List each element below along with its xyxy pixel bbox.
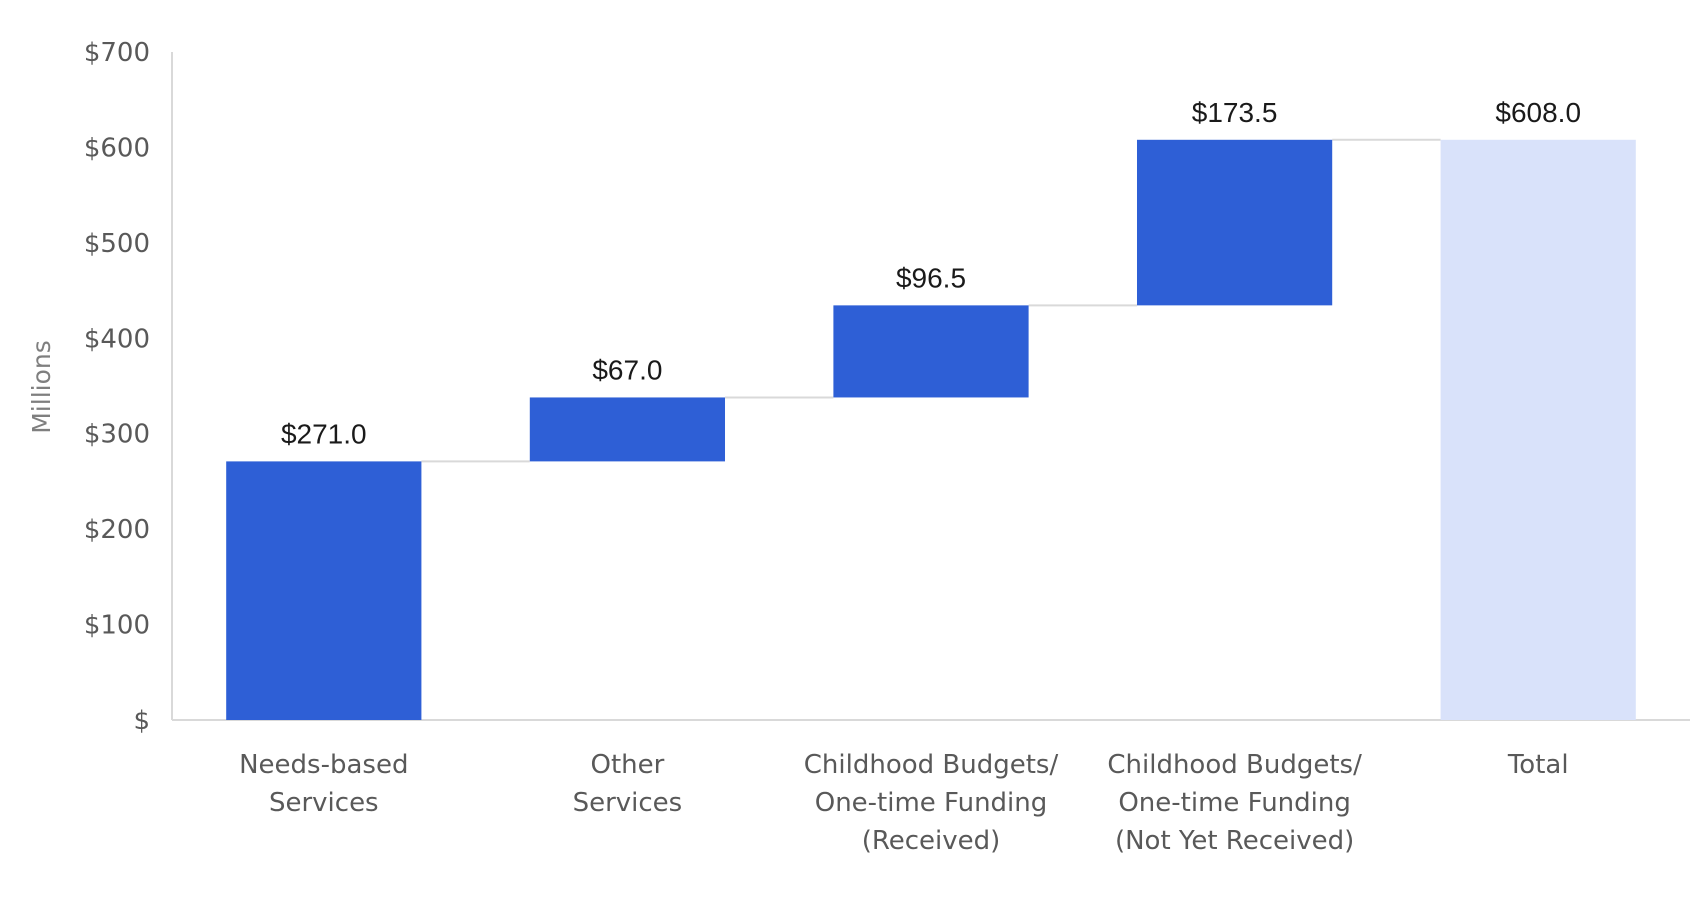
- connector-lines: [421, 138, 1441, 463]
- bars: [226, 139, 1636, 720]
- data-labels: $271.0 $67.0 $96.5 $173.5 $608.0: [281, 97, 1581, 450]
- category-label-line: One-time Funding: [1118, 788, 1351, 818]
- category-label: Needs-based Services: [239, 750, 408, 818]
- category-label-line: Childhood Budgets/: [1107, 750, 1362, 780]
- data-label: $608.0: [1495, 97, 1581, 128]
- y-tick-label: $600: [84, 133, 150, 163]
- category-label: Childhood Budgets/One-time Funding (Recei…: [804, 750, 1059, 856]
- chart-axes: $ $100 $200 $300 $400 $500 $600 $700: [84, 38, 1690, 736]
- y-axis-title: Millions: [27, 340, 56, 434]
- category-label-line: One-time Funding: [815, 788, 1048, 818]
- category-label-line: (Not Yet Received): [1115, 826, 1354, 856]
- category-label-line: Services: [573, 788, 683, 818]
- data-label: $67.0: [592, 354, 662, 385]
- data-label: $271.0: [281, 418, 367, 449]
- y-tick-label: $100: [84, 611, 150, 641]
- y-tick-label: $400: [84, 324, 150, 354]
- bar: [1136, 139, 1333, 306]
- data-label: $173.5: [1192, 97, 1278, 128]
- category-label-line: Services: [269, 788, 379, 818]
- category-label: Other Services: [573, 750, 683, 818]
- y-tick-label: $200: [84, 515, 150, 545]
- category-label-line: Childhood Budgets/: [804, 750, 1059, 780]
- category-label-line: Total: [1507, 750, 1569, 780]
- category-label-line: Needs-based: [239, 750, 408, 780]
- category-label-line: Other: [590, 750, 664, 780]
- y-tick-label: $300: [84, 420, 150, 450]
- y-tick-label: $700: [84, 38, 150, 68]
- bar: [529, 397, 726, 462]
- category-label-line: (Received): [862, 826, 1001, 856]
- category-label: Total: [1507, 750, 1569, 780]
- bar: [833, 305, 1029, 398]
- total-bar: [1440, 139, 1636, 720]
- category-labels: Needs-based Services Other Services Childhoo…: [239, 750, 1568, 856]
- y-tick-label: $500: [84, 229, 150, 259]
- bar: [226, 461, 422, 720]
- y-tick-label: $: [133, 706, 150, 736]
- category-label: Childhood Budgets/One-time Funding (Not Y…: [1107, 750, 1362, 856]
- data-label: $96.5: [896, 262, 966, 293]
